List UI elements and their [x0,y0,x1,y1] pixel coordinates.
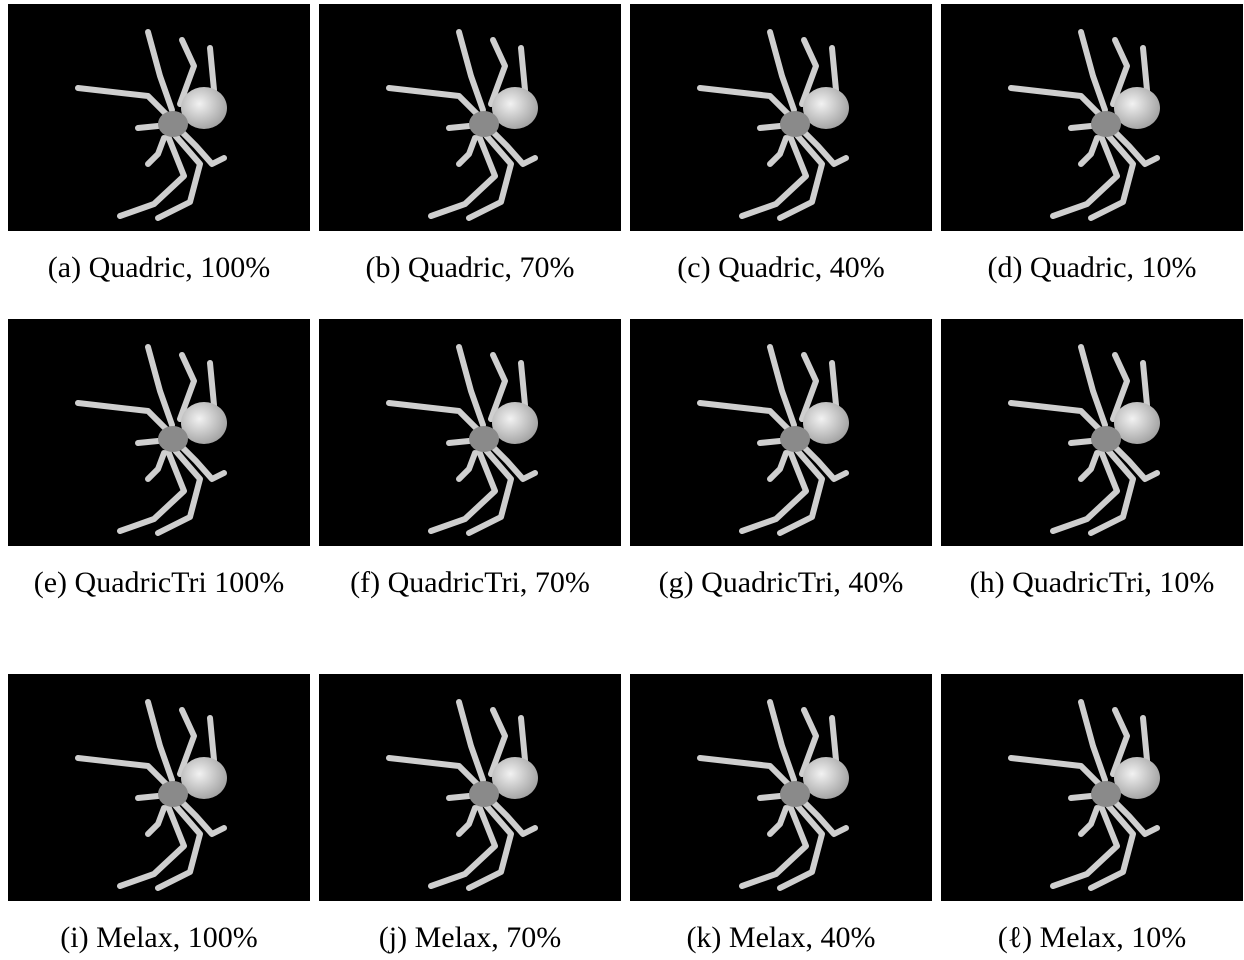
panel: (a) Quadric, 100% [8,4,310,290]
caption: (k) Melax, 40% [686,921,876,954]
spider [389,32,538,218]
panel: (d) Quadric, 10% [941,4,1243,290]
spider [1011,702,1160,888]
spider [700,702,849,888]
panel: (i) Melax, 100% [8,674,310,960]
spider [78,702,227,888]
rendered-mesh [630,4,932,231]
caption: (d) Quadric, 10% [987,251,1197,284]
rendered-mesh [8,674,310,901]
spider [78,32,227,218]
rendered-mesh [8,319,310,546]
spider [389,347,538,533]
caption: (c) Quadric, 40% [677,251,885,284]
rendered-mesh [630,674,932,901]
rendered-mesh [319,4,621,231]
spider [1011,347,1160,533]
caption: (ℓ) Melax, 10% [997,921,1187,954]
rendered-mesh [319,319,621,546]
rendered-mesh [319,674,621,901]
panel: (b) Quadric, 70% [319,4,621,290]
panel: (c) Quadric, 40% [630,4,932,290]
rendered-mesh [941,319,1243,546]
rendered-mesh [8,4,310,231]
panel: (f) QuadricTri, 70% [319,319,621,605]
spider [1011,32,1160,218]
spider [78,347,227,533]
spider [700,32,849,218]
panel: (j) Melax, 70% [319,674,621,960]
panel: (g) QuadricTri, 40% [630,319,932,605]
spider [389,702,538,888]
rendered-mesh [941,674,1243,901]
caption: (j) Melax, 70% [378,921,562,954]
rendered-mesh [630,319,932,546]
caption: (f) QuadricTri, 70% [350,566,590,599]
rendered-mesh [941,4,1243,231]
panel: (e) QuadricTri 100% [8,319,310,605]
panel: (h) QuadricTri, 10% [941,319,1243,605]
caption: (i) Melax, 100% [60,921,258,954]
caption: (a) Quadric, 100% [47,251,271,284]
caption: (e) QuadricTri 100% [33,566,285,599]
panel: (k) Melax, 40% [630,674,932,960]
caption: (g) QuadricTri, 40% [658,566,904,599]
panel: (ℓ) Melax, 10% [941,674,1243,960]
spider [700,347,849,533]
caption: (b) Quadric, 70% [365,251,575,284]
caption: (h) QuadricTri, 10% [969,566,1215,599]
